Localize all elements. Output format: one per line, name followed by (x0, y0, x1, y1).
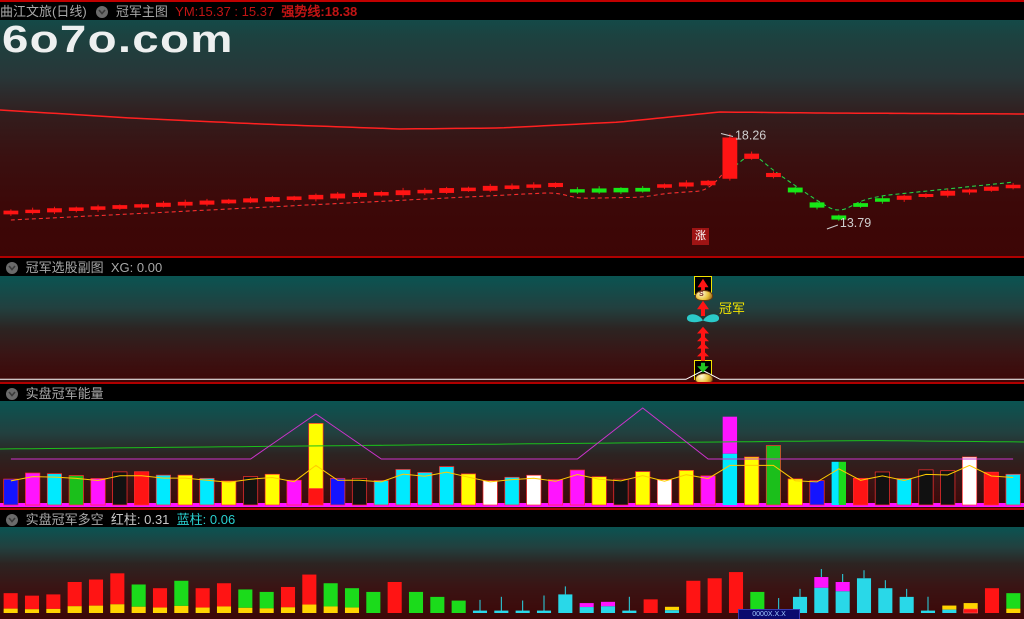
svg-text:18.26: 18.26 (735, 129, 766, 143)
svg-text:13.79: 13.79 (840, 216, 871, 230)
